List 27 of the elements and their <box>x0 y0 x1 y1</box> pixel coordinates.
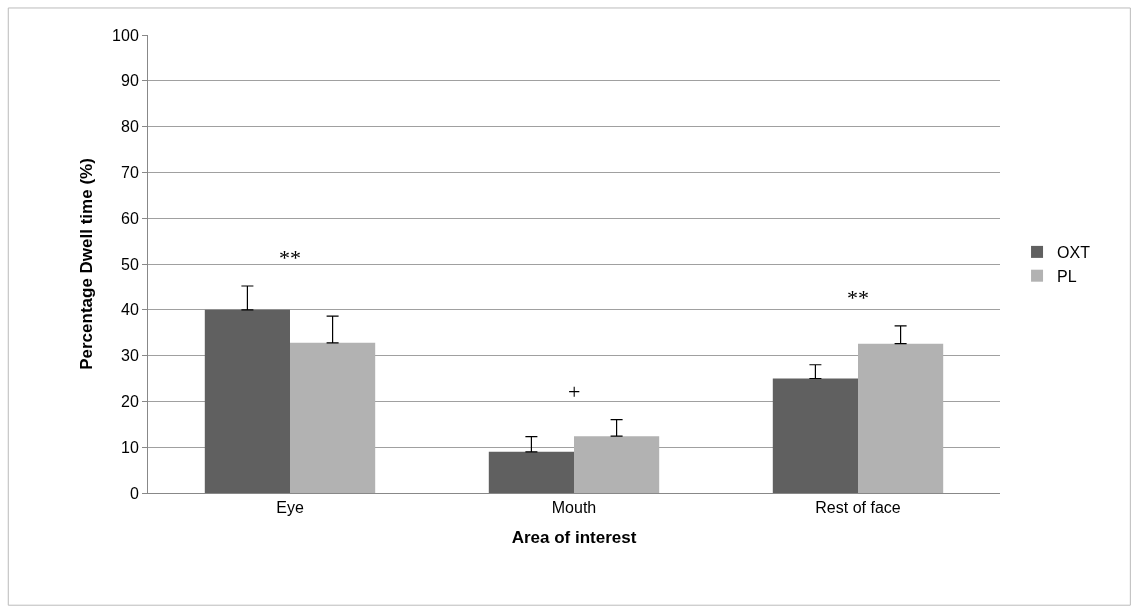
y-tick-label: 70 <box>121 164 139 181</box>
bar <box>574 436 660 493</box>
y-axis-title: Percentage Dwell time (%) <box>76 158 96 370</box>
y-tick-label: 30 <box>121 347 139 365</box>
y-tick-label: 80 <box>121 118 139 136</box>
annotation: ** <box>279 245 301 270</box>
y-tick-label: 20 <box>121 393 139 410</box>
y-tick-label: 40 <box>121 301 139 319</box>
y-tick-label: 50 <box>121 255 139 273</box>
bar <box>290 342 376 493</box>
x-tick-label: Mouth <box>551 499 597 517</box>
y-tick-label: 100 <box>112 26 139 44</box>
legend-label: OXT <box>1057 244 1091 262</box>
bar <box>204 309 290 493</box>
y-tick-label: 60 <box>121 209 139 227</box>
bar <box>858 343 944 493</box>
x-tick-label: Rest of face <box>815 499 901 517</box>
x-tick-label: Eye <box>276 499 304 517</box>
y-tick-label: 0 <box>129 484 139 502</box>
bar <box>488 451 574 493</box>
legend-label: PL <box>1057 267 1077 285</box>
annotation: + <box>568 379 581 404</box>
annotation: ** <box>847 285 869 310</box>
x-axis-title: Area of interest <box>511 527 637 547</box>
bar <box>772 378 858 493</box>
y-tick-label: 90 <box>121 72 139 90</box>
y-tick-label: 10 <box>121 438 139 456</box>
